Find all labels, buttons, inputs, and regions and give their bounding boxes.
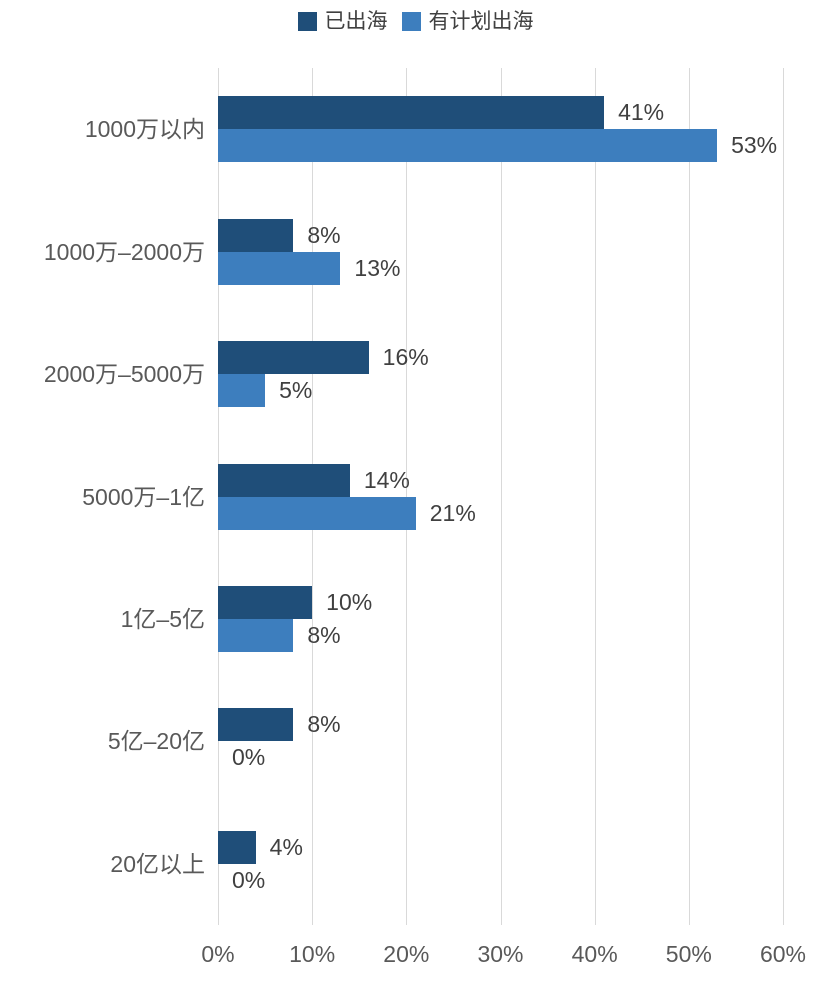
bar-series-0 — [218, 463, 350, 497]
bar-value-label: 0% — [232, 866, 266, 893]
x-tick-label: 60% — [759, 941, 807, 967]
legend-label-series-1: 有计划出海 — [428, 10, 534, 33]
x-tick-label: 30% — [477, 941, 524, 967]
x-tick-label: 20% — [383, 941, 430, 967]
gridline — [783, 68, 784, 925]
bar-series-0 — [218, 585, 313, 619]
bar-series-1 — [218, 129, 718, 163]
bar-value-label: 41% — [618, 99, 665, 126]
bar-value-label: 13% — [354, 254, 401, 281]
bar-series-0 — [218, 218, 294, 252]
bar-series-1 — [218, 618, 294, 652]
plot-area: 41% 53% 8% 13% 16% 5% 14% 21% 10% 8% 8% 0% 4% 0% — [218, 68, 784, 925]
category-label: 1000万–2000万 — [43, 238, 205, 265]
legend-item-series-0: 已出海 — [297, 10, 388, 33]
category-label: 2000万–5000万 — [43, 361, 205, 388]
category-label: 1亿–5亿 — [120, 605, 205, 632]
bar-value-label: 8% — [307, 621, 341, 648]
bar-value-label: 5% — [279, 377, 313, 404]
bar-series-0 — [218, 96, 605, 130]
bar-value-label: 8% — [307, 221, 341, 248]
bar-value-label: 53% — [731, 132, 778, 159]
bar-value-label: 16% — [382, 344, 429, 371]
bar-value-label: 21% — [429, 499, 476, 526]
category-label: 5000万–1亿 — [82, 483, 205, 510]
x-tick-label: 40% — [571, 941, 618, 967]
bar-value-label: 10% — [326, 588, 373, 615]
bar-value-label: 8% — [307, 711, 341, 738]
bar-series-0 — [218, 708, 294, 742]
gridline — [594, 68, 596, 925]
legend-swatch-series-1 — [401, 12, 421, 31]
x-tick-label: 10% — [289, 941, 336, 967]
bar-value-label: 0% — [232, 744, 266, 771]
bar-series-0 — [218, 341, 369, 375]
bar-series-0 — [218, 830, 256, 864]
legend-swatch-series-0 — [297, 12, 317, 31]
bar-series-1 — [218, 251, 341, 285]
gridline — [688, 68, 690, 925]
x-tick-label: 0% — [201, 941, 235, 967]
bar-series-1 — [218, 496, 416, 530]
category-label: 5亿–20亿 — [107, 728, 205, 755]
category-label: 1000万以内 — [84, 116, 205, 143]
bar-value-label: 14% — [363, 466, 410, 493]
category-label: 20亿以上 — [110, 850, 205, 877]
gridline — [500, 68, 502, 925]
legend-item-series-1: 有计划出海 — [401, 10, 534, 33]
legend-label-series-0: 已出海 — [324, 10, 388, 33]
bar-series-1 — [218, 374, 266, 408]
bar-value-label: 4% — [269, 833, 303, 860]
legend: 已出海 有计划出海 — [0, 11, 831, 32]
x-tick-label: 50% — [665, 941, 712, 967]
